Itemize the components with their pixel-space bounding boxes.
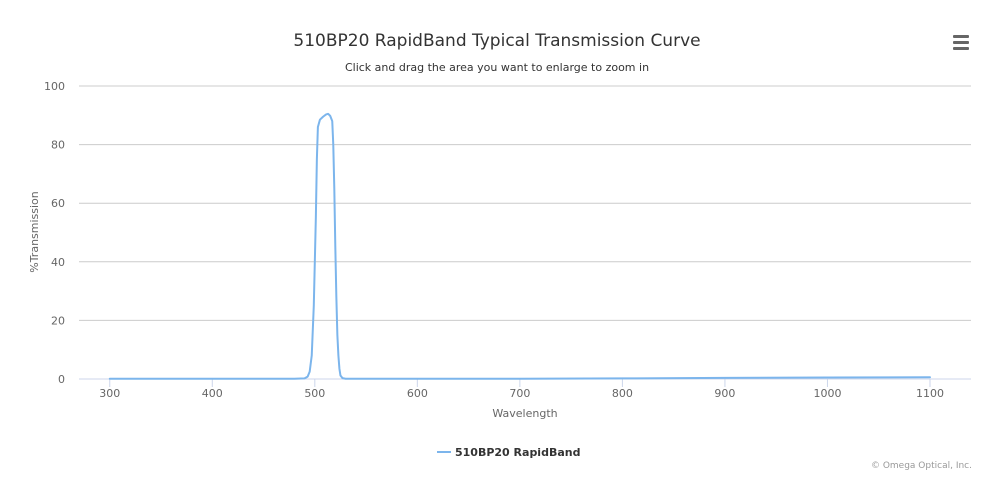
x-tick-label: 600 <box>407 387 428 400</box>
chart-title: 510BP20 RapidBand Typical Transmission C… <box>293 31 700 51</box>
y-tick-label: 80 <box>51 139 65 152</box>
menu-bar <box>953 47 969 50</box>
x-axis-label: Wavelength <box>492 407 557 420</box>
x-tick-label: 1000 <box>813 387 841 400</box>
y-tick-label: 100 <box>44 80 65 93</box>
legend[interactable]: 510BP20 RapidBand <box>437 446 580 459</box>
y-tick-label: 40 <box>51 256 65 269</box>
menu-bar <box>953 41 969 44</box>
credits-text[interactable]: © Omega Optical, Inc. <box>871 461 972 471</box>
grid-lines <box>79 85 971 321</box>
menu-bar <box>953 35 969 38</box>
series-layer[interactable] <box>108 112 931 380</box>
x-tick-label: 400 <box>202 387 223 400</box>
y-tick-label: 0 <box>58 373 65 386</box>
chart-subtitle: Click and drag the area you want to enla… <box>345 61 649 74</box>
legend-item-label[interactable]: 510BP20 RapidBand <box>455 446 580 459</box>
series-line-0[interactable] <box>108 112 931 380</box>
x-tick-label: 500 <box>304 387 325 400</box>
y-axis-label: %Transmission <box>28 191 41 273</box>
x-tick-label: 900 <box>714 387 735 400</box>
x-tick-label: 800 <box>612 387 633 400</box>
x-tick-label: 1100 <box>916 387 944 400</box>
hamburger-menu-icon[interactable] <box>948 30 974 54</box>
x-tick-label: 700 <box>509 387 530 400</box>
x-tick-label: 300 <box>99 387 120 400</box>
y-tick-label: 20 <box>51 314 65 327</box>
axes: 0 20 40 60 80 100 300 400 500 600 700 800 900 1000 110… <box>44 80 971 400</box>
y-tick-label: 60 <box>51 197 65 210</box>
